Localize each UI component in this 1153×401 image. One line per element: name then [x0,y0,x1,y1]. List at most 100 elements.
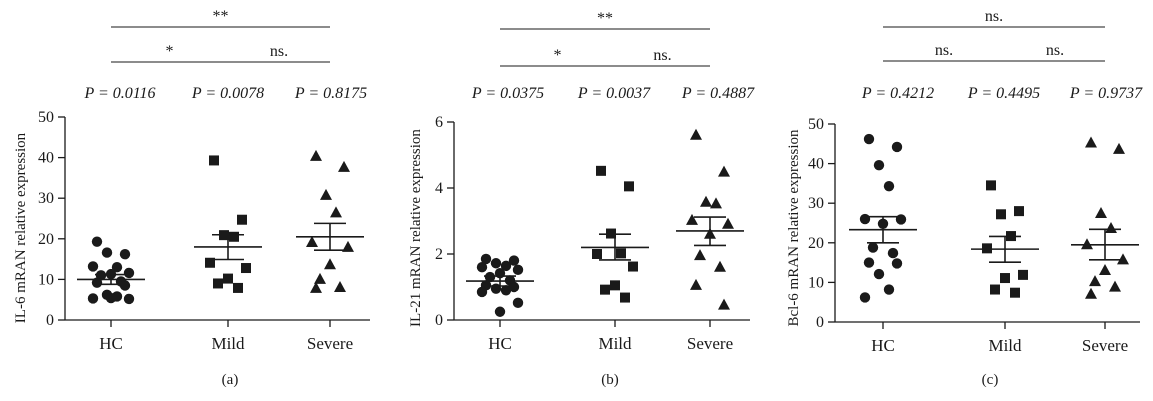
data-point-circle [873,159,885,171]
y-tick-label: 50 [808,116,824,133]
data-point-square [241,263,251,274]
data-point-circle [508,281,520,293]
data-point-circle [887,247,899,259]
data-point-square [624,181,634,192]
data-point-square [1014,206,1024,217]
data-point-circle [494,306,506,317]
data-point-circle [119,249,131,260]
data-point-circle [87,293,99,304]
data-point-square [616,248,626,259]
panel-b-p-value-1: P = 0.0375 [471,85,544,102]
data-point-triangle [1109,280,1121,292]
data-point-circle [859,292,871,303]
x-tick-label: Severe [1082,336,1128,355]
data-point-circle [111,262,123,273]
data-point-square [223,273,233,284]
data-point-circle [500,285,512,296]
significance-label: * [166,43,174,60]
panel-c-p-value-3: P = 0.9737 [1069,85,1143,102]
data-point-triangle [306,235,318,247]
x-tick-label: HC [99,334,123,353]
data-point-circle [895,214,907,225]
data-point-triangle [330,206,342,218]
y-tick-label: 2 [435,246,443,263]
data-point-circle [123,293,135,305]
data-point-circle [101,247,113,258]
data-point-square [596,165,606,176]
data-point-square [1018,269,1028,280]
data-point-triangle [694,249,706,261]
data-point-triangle [334,281,346,293]
data-point-triangle [324,258,336,270]
data-point-triangle [1117,253,1129,265]
y-tick-label: 50 [38,109,54,126]
panel-a-p-value-1: P = 0.0116 [83,85,155,102]
panel-a: IL-6 mRAN relative expression P = 0.0116… [13,8,370,388]
panel-a-p-value-3: P = 0.8175 [294,85,367,102]
data-point-triangle [338,160,350,172]
data-point-triangle [722,217,734,229]
y-tick-label: 10 [38,271,54,288]
data-point-square [229,231,239,242]
data-point-circle [863,257,875,268]
data-point-square [233,282,243,293]
x-tick-label: Mild [598,334,632,353]
data-point-square [213,278,223,289]
significance-label: ns. [935,42,953,59]
data-point-triangle [718,165,730,177]
panel-c-p-value-2: P = 0.4495 [967,85,1040,102]
significance-label: ** [597,10,613,27]
data-point-circle [891,141,903,153]
y-tick-label: 0 [816,314,824,331]
y-tick-label: 40 [808,156,824,173]
data-point-square [990,284,1000,295]
panel-b-label: (b) [601,372,619,388]
data-point-circle [883,284,895,295]
data-point-triangle [320,188,332,200]
data-point-circle [119,280,131,291]
data-point-square [996,209,1006,220]
data-point-triangle [1095,206,1107,218]
data-point-square [592,249,602,259]
significance-label: ** [213,8,229,25]
data-point-circle [500,260,512,272]
data-point-triangle [1081,238,1093,250]
data-point-square [986,180,996,191]
y-tick-label: 4 [435,180,443,197]
data-point-square [1000,273,1010,284]
panel-c: Bcl-6 mRAN relative expression P = 0.421… [786,8,1143,388]
significance-label: ns. [653,47,671,64]
data-point-circle [476,262,488,273]
data-point-triangle [1085,136,1097,148]
panel-c-ylabel: Bcl-6 mRAN relative expression [786,129,802,327]
data-point-triangle [1089,275,1101,287]
data-point-circle [480,253,492,265]
data-point-triangle [310,281,322,293]
data-point-circle [91,236,103,247]
data-point-triangle [690,278,702,290]
data-point-circle [891,258,903,269]
panel-b-p-value-2: P = 0.0037 [577,85,651,102]
data-point-square [628,261,638,272]
panel-c-p-value-1: P = 0.4212 [861,85,934,102]
panel-a-ylabel: IL-6 mRAN relative expression [13,132,29,323]
y-tick-label: 10 [808,274,824,291]
y-tick-label: 20 [808,235,824,252]
panel-c-label: (c) [982,372,999,388]
significance-label: * [554,47,562,64]
data-point-circle [859,213,871,225]
data-point-triangle [314,272,326,284]
x-tick-label: Mild [211,334,245,353]
data-point-circle [867,242,879,253]
x-tick-label: HC [488,334,512,353]
panel-a-label: (a) [222,372,239,388]
data-point-square [610,280,620,291]
x-tick-label: HC [871,336,895,355]
y-tick-label: 0 [435,312,443,329]
data-point-square [237,214,247,225]
significance-label: ns. [270,43,288,60]
data-point-triangle [342,240,354,252]
panel-b-p-value-3: P = 0.4887 [681,85,755,102]
y-tick-label: 0 [46,312,54,329]
data-point-square [620,292,630,303]
